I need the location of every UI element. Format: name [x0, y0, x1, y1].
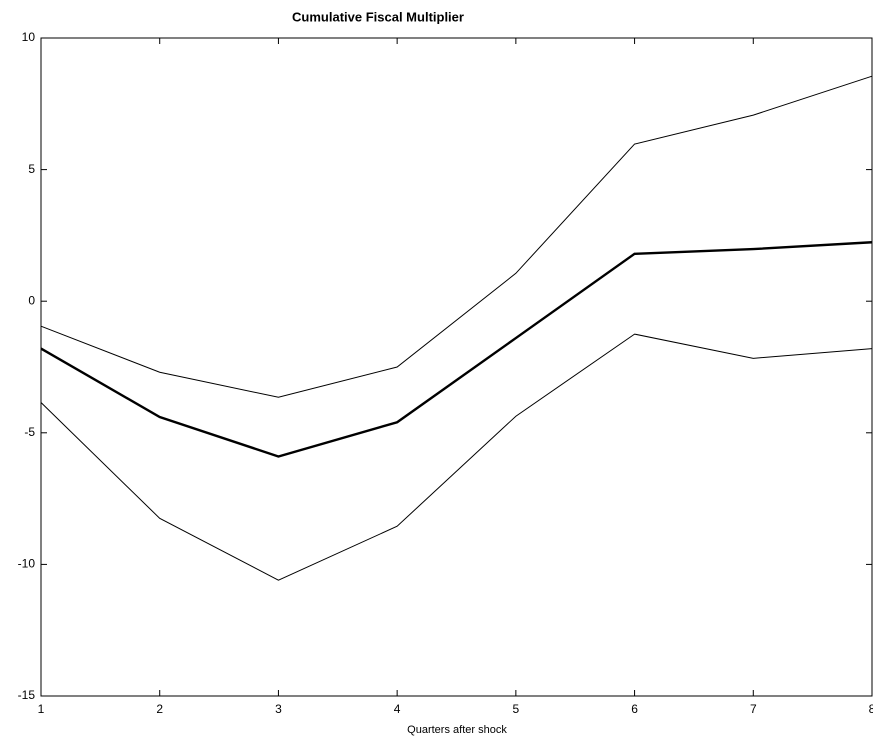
x-tick-label: 4 — [394, 702, 401, 716]
x-tick-label: 6 — [631, 702, 638, 716]
x-tick-label: 7 — [750, 702, 757, 716]
x-tick-label: 2 — [156, 702, 163, 716]
y-tick-label: 5 — [28, 162, 35, 176]
x-axis-label: Quarters after shock — [407, 724, 507, 736]
y-tick-label: -15 — [18, 688, 36, 702]
x-tick-label: 3 — [275, 702, 282, 716]
y-tick-label: 10 — [22, 30, 36, 44]
series-line — [40, 333, 873, 581]
x-tick-label: 1 — [38, 702, 45, 716]
series-line — [40, 75, 873, 398]
y-tick-label: 0 — [28, 293, 35, 307]
y-tick-label: -5 — [24, 425, 35, 439]
x-tick-label: 5 — [513, 702, 520, 716]
series-line — [40, 241, 873, 458]
plot-frame — [40, 37, 873, 697]
y-tick-label: -10 — [18, 557, 36, 571]
chart-title: Cumulative Fiscal Multiplier — [292, 9, 464, 24]
x-tick-label: 8 — [869, 702, 873, 716]
